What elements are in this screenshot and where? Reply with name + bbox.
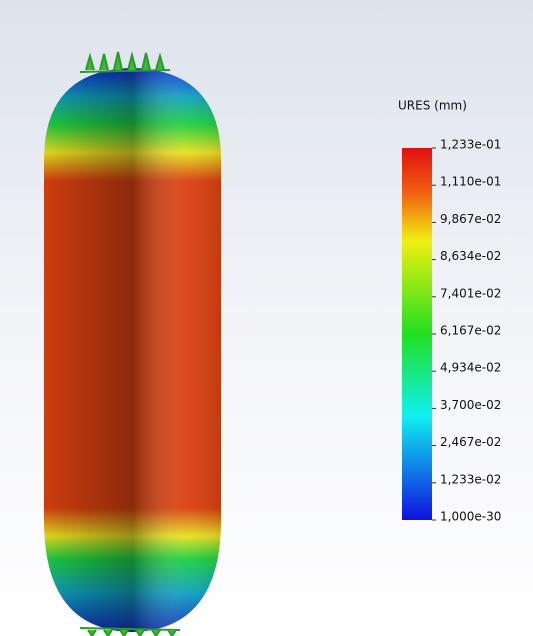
legend-label: 8,634e-02 xyxy=(440,249,501,263)
legend-label: 1,000e-30 xyxy=(440,510,501,524)
legend-label: 1,233e-01 xyxy=(440,138,501,152)
legend-label: 7,401e-02 xyxy=(440,286,501,300)
legend-label: 1,233e-02 xyxy=(440,472,501,486)
legend-label: 2,467e-02 xyxy=(440,435,501,449)
color-bar xyxy=(402,148,432,520)
vessel xyxy=(44,68,221,632)
legend-label: 4,934e-02 xyxy=(440,361,501,375)
legend-label: 6,167e-02 xyxy=(440,324,501,338)
legend-label: 9,867e-02 xyxy=(440,212,501,226)
legend-label: 1,110e-01 xyxy=(440,175,501,189)
viewport: URES (mm) 1,233e-01 1,110e-01 9,867e-02 8,6… xyxy=(0,0,533,636)
legend-label: 3,700e-02 xyxy=(440,398,501,412)
legend-title: URES (mm) xyxy=(398,99,467,113)
